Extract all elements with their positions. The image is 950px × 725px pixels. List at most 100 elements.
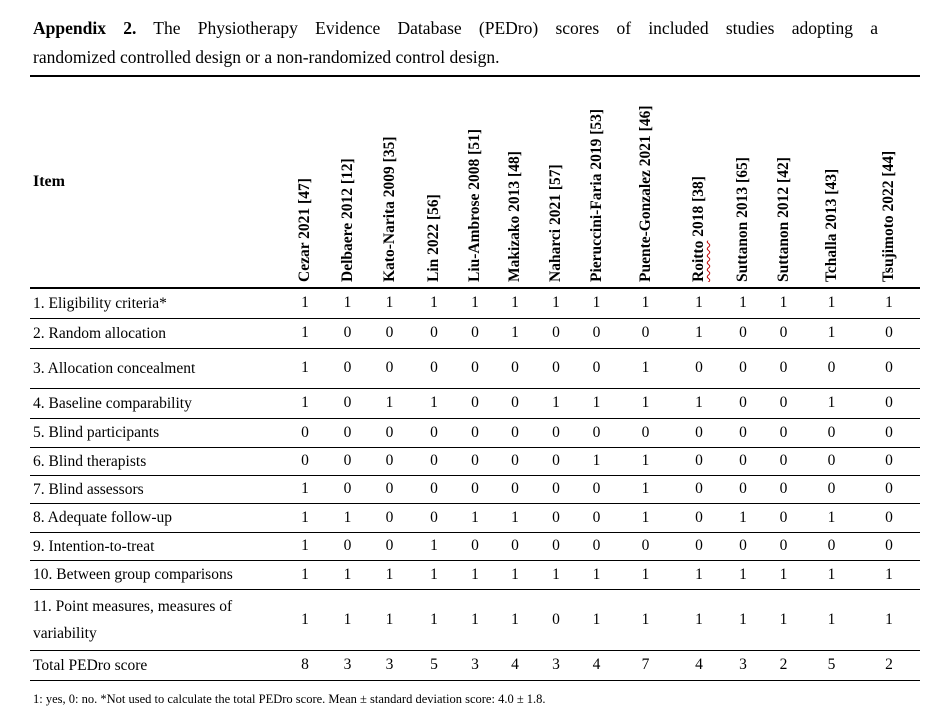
score-cell: 0 bbox=[674, 418, 724, 448]
score-cell: 0 bbox=[494, 418, 536, 448]
score-cell: 0 bbox=[536, 475, 576, 504]
score-cell: 0 bbox=[576, 532, 617, 561]
score-cell: 0 bbox=[576, 318, 617, 349]
study-column-header: Roitto 2018 [38] bbox=[674, 75, 724, 289]
score-cell: 0 bbox=[456, 447, 494, 476]
score-cell: 1 bbox=[617, 475, 674, 504]
score-cell: 0 bbox=[858, 447, 920, 476]
score-cell: 0 bbox=[674, 475, 724, 504]
score-cell: 1 bbox=[724, 560, 762, 590]
total-score-cell: 3 bbox=[367, 650, 412, 681]
score-cell: 0 bbox=[858, 475, 920, 504]
score-cell: 0 bbox=[367, 503, 412, 533]
total-score-cell: 4 bbox=[494, 650, 536, 681]
caption-label: Appendix 2. bbox=[33, 18, 137, 38]
score-cell: 1 bbox=[494, 288, 536, 319]
score-cell: 0 bbox=[858, 532, 920, 561]
score-cell: 0 bbox=[536, 348, 576, 389]
score-cell: 0 bbox=[724, 318, 762, 349]
score-cell: 1 bbox=[536, 388, 576, 419]
footnote: 1: yes, 0: no. *Not used to calculate th… bbox=[33, 691, 546, 706]
score-cell: 1 bbox=[724, 589, 762, 651]
score-cell: 0 bbox=[412, 447, 456, 476]
rotated-study-label: Naharci 2021 [57] bbox=[547, 164, 564, 282]
score-cell: 1 bbox=[367, 388, 412, 419]
rotated-study-label: Lin 2022 [56] bbox=[425, 194, 442, 282]
score-cell: 1 bbox=[576, 388, 617, 419]
criterion-label: 4. Baseline comparability bbox=[30, 388, 282, 419]
score-cell: 0 bbox=[328, 348, 367, 389]
score-cell: 1 bbox=[576, 447, 617, 476]
score-cell: 1 bbox=[674, 589, 724, 651]
score-cell: 0 bbox=[456, 318, 494, 349]
score-cell: 1 bbox=[674, 288, 724, 319]
score-cell: 0 bbox=[367, 418, 412, 448]
criterion-label: 6. Blind therapists bbox=[30, 447, 282, 476]
score-cell: 0 bbox=[456, 348, 494, 389]
rotated-study-label: Pieruccini-Faria 2019 [53] bbox=[587, 108, 605, 282]
score-cell: 0 bbox=[762, 532, 805, 561]
score-cell: 0 bbox=[536, 589, 576, 651]
score-cell: 0 bbox=[762, 418, 805, 448]
score-cell: 0 bbox=[456, 388, 494, 419]
score-cell: 0 bbox=[494, 388, 536, 419]
score-cell: 0 bbox=[494, 475, 536, 504]
study-column-header: Delbaere 2012 [12] bbox=[328, 75, 367, 289]
score-cell: 1 bbox=[805, 560, 858, 590]
score-cell: 0 bbox=[762, 318, 805, 349]
total-row: Total PEDro score 8 3 3 5 3 4 3 4 7 4 3 2 5 2 bbox=[30, 650, 920, 681]
score-cell: 1 bbox=[536, 560, 576, 590]
score-cell: 0 bbox=[367, 348, 412, 389]
score-cell: 0 bbox=[328, 418, 367, 448]
score-cell: 1 bbox=[328, 503, 367, 533]
score-cell: 1 bbox=[805, 589, 858, 651]
score-cell: 0 bbox=[412, 318, 456, 349]
rotated-study-label: Puente-Gonzalez 2021 [46] bbox=[636, 105, 654, 283]
criterion-row: 5. Blind participants 0 0 0 0 0 0 0 0 0 0 0 0 0 0 bbox=[30, 418, 920, 448]
score-cell: 1 bbox=[367, 560, 412, 590]
score-cell: 0 bbox=[536, 447, 576, 476]
rotated-study-label: Suttanon 2013 [65] bbox=[734, 157, 751, 282]
score-cell: 1 bbox=[724, 288, 762, 319]
score-cell: 1 bbox=[456, 560, 494, 590]
score-cell: 0 bbox=[762, 475, 805, 504]
score-cell: 0 bbox=[617, 318, 674, 349]
total-score-cell: 8 bbox=[282, 650, 328, 681]
criterion-label: 7. Blind assessors bbox=[30, 475, 282, 504]
criterion-row: 1. Eligibility criteria* 1 1 1 1 1 1 1 1 1 1 1 1 1 1 bbox=[30, 288, 920, 319]
score-cell: 0 bbox=[858, 348, 920, 389]
score-cell: 1 bbox=[328, 560, 367, 590]
study-column-header: Liu-Ambrose 2008 [51] bbox=[456, 75, 494, 289]
caption-text-line-2: randomized controlled design or a non-ra… bbox=[33, 47, 500, 67]
score-cell: 1 bbox=[576, 560, 617, 590]
score-cell: 0 bbox=[412, 503, 456, 533]
score-cell: 1 bbox=[282, 560, 328, 590]
study-column-header: Makizako 2013 [48] bbox=[494, 75, 536, 289]
score-cell: 0 bbox=[576, 418, 617, 448]
score-cell: 1 bbox=[617, 560, 674, 590]
study-column-header: Naharci 2021 [57] bbox=[536, 75, 576, 289]
criterion-row: 6. Blind therapists 0 0 0 0 0 0 0 1 1 0 0 0 0 0 bbox=[30, 447, 920, 476]
score-cell: 0 bbox=[328, 532, 367, 561]
score-cell: 1 bbox=[858, 288, 920, 319]
score-cell: 1 bbox=[412, 589, 456, 651]
score-cell: 1 bbox=[282, 475, 328, 504]
criterion-row: 10. Between group comparisons 1 1 1 1 1 1 1 1 1 1 1… bbox=[30, 560, 920, 590]
score-cell: 0 bbox=[536, 318, 576, 349]
score-cell: 0 bbox=[367, 475, 412, 504]
score-cell: 0 bbox=[858, 503, 920, 533]
score-cell: 1 bbox=[805, 318, 858, 349]
score-cell: 0 bbox=[805, 475, 858, 504]
score-cell: 1 bbox=[282, 388, 328, 419]
score-cell: 1 bbox=[494, 503, 536, 533]
score-cell: 0 bbox=[805, 418, 858, 448]
total-score-cell: 4 bbox=[674, 650, 724, 681]
score-cell: 0 bbox=[674, 447, 724, 476]
score-cell: 0 bbox=[328, 388, 367, 419]
total-score-cell: 3 bbox=[724, 650, 762, 681]
score-cell: 0 bbox=[674, 532, 724, 561]
score-cell: 0 bbox=[576, 503, 617, 533]
score-cell: 0 bbox=[724, 348, 762, 389]
score-cell: 0 bbox=[674, 503, 724, 533]
